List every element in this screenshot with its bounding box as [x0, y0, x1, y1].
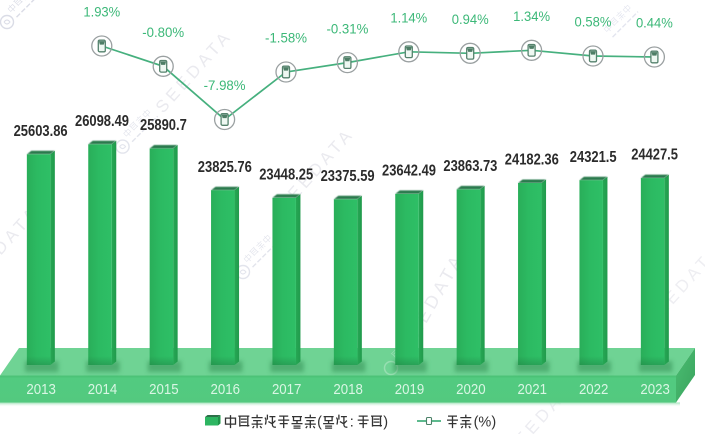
svg-text:0.44%: 0.44% [636, 15, 673, 31]
svg-text:25890.7: 25890.7 [140, 117, 187, 134]
svg-text:1.34%: 1.34% [513, 8, 550, 24]
svg-text:1.14%: 1.14% [390, 10, 427, 26]
svg-text:0.94%: 0.94% [452, 11, 489, 27]
svg-text:2014: 2014 [88, 382, 118, 398]
svg-text:2019: 2019 [395, 382, 425, 398]
svg-text:(: ( [317, 415, 322, 431]
svg-text:23375.59: 23375.59 [321, 168, 375, 185]
svg-text:-1.58%: -1.58% [265, 30, 307, 46]
svg-text:2021: 2021 [518, 382, 548, 398]
svg-text::: : [350, 415, 354, 431]
svg-text:26098.49: 26098.49 [75, 113, 129, 130]
svg-text:23863.73: 23863.73 [443, 158, 497, 175]
svg-text:2015: 2015 [149, 382, 179, 398]
svg-text:2018: 2018 [333, 382, 363, 398]
svg-text:24427.5: 24427.5 [631, 147, 678, 164]
svg-text:23642.49: 23642.49 [382, 163, 436, 180]
svg-text:-0.31%: -0.31% [326, 20, 368, 36]
svg-text:-7.98%: -7.98% [204, 77, 246, 93]
svg-text:2017: 2017 [272, 382, 302, 398]
svg-text:25603.86: 25603.86 [14, 123, 68, 140]
svg-text:0.58%: 0.58% [575, 14, 612, 30]
svg-text:): ) [383, 415, 388, 431]
svg-text:24182.36: 24182.36 [505, 152, 559, 169]
svg-text:2023: 2023 [640, 382, 670, 398]
svg-text:(%): (%) [474, 415, 497, 431]
svg-text:23448.25: 23448.25 [259, 166, 313, 183]
svg-text:1.93%: 1.93% [83, 4, 120, 20]
svg-text:24321.5: 24321.5 [570, 149, 617, 166]
svg-text:2013: 2013 [26, 382, 56, 398]
svg-text:23825.76: 23825.76 [198, 159, 252, 176]
svg-text:2020: 2020 [456, 382, 486, 398]
svg-text:2022: 2022 [579, 382, 609, 398]
svg-text:-0.80%: -0.80% [142, 24, 184, 40]
svg-text:2016: 2016 [211, 382, 241, 398]
